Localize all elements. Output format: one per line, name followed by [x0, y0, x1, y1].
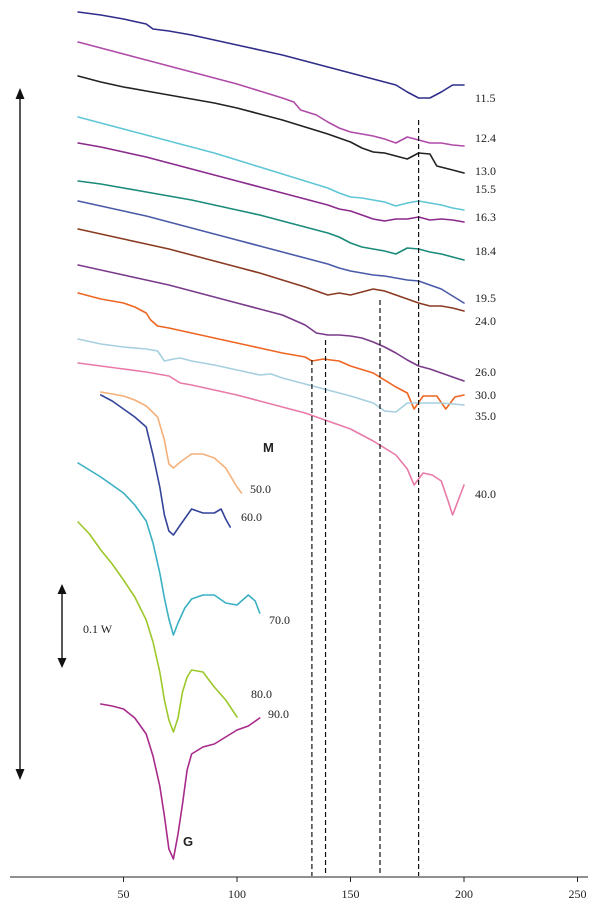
x-tick-label: 250 — [569, 887, 587, 901]
thermogram-traces — [77, 11, 465, 860]
region-label-m: M — [263, 440, 274, 455]
series-line-12.4 — [77, 41, 465, 147]
series-label-30.0: 30.0 — [475, 388, 496, 402]
series-label-50.0: 50.0 — [250, 482, 271, 496]
series-line-35.0 — [77, 338, 465, 413]
series-label-13.0: 13.0 — [475, 164, 496, 178]
x-tick-label: 100 — [228, 887, 246, 901]
series-line-40.0 — [77, 362, 465, 516]
series-label-70.0: 70.0 — [269, 613, 290, 627]
series-line-24.0 — [77, 228, 465, 312]
scale-bar-label: 0.1 W — [83, 622, 113, 636]
series-label-90.0: 90.0 — [268, 707, 289, 721]
series-line-50.0 — [100, 391, 243, 494]
series-line-70.0 — [77, 462, 261, 636]
series-label-12.4: 12.4 — [475, 131, 496, 145]
series-label-19.5: 19.5 — [475, 291, 496, 305]
series-label-60.0: 60.0 — [241, 510, 262, 524]
series-line-80.0 — [77, 521, 238, 733]
series-label-16.3: 16.3 — [475, 210, 496, 224]
vertical-span-arrow — [15, 88, 25, 780]
x-axis-ticks: 50 100 150 200 250 — [118, 877, 587, 901]
series-label-18.4: 18.4 — [475, 244, 496, 258]
x-tick-label: 200 — [455, 887, 473, 901]
series-line-30.0 — [77, 292, 465, 410]
series-line-16.3 — [77, 142, 465, 223]
series-label-11.5: 11.5 — [475, 91, 496, 105]
series-line-15.5 — [77, 116, 465, 211]
series-labels: 11.5 12.4 13.0 15.5 16.3 18.4 19.5 24.0 26.0 30.0… — [241, 91, 496, 721]
x-tick-label: 50 — [118, 887, 130, 901]
series-label-40.0: 40.0 — [475, 487, 496, 501]
series-label-26.0: 26.0 — [475, 365, 496, 379]
scale-bar: 0.1 W — [57, 584, 113, 668]
series-line-90.0 — [100, 703, 261, 860]
series-line-60.0 — [100, 394, 231, 536]
dashed-guides — [311, 120, 420, 876]
series-line-18.4 — [77, 180, 465, 261]
series-label-35.0: 35.0 — [475, 409, 496, 423]
series-label-24.0: 24.0 — [475, 314, 496, 328]
series-line-19.5 — [77, 200, 465, 304]
series-line-13.0 — [77, 75, 465, 174]
series-line-11.5 — [77, 11, 465, 99]
x-tick-label: 150 — [342, 887, 360, 901]
series-label-80.0: 80.0 — [251, 687, 272, 701]
series-line-26.0 — [77, 264, 465, 382]
series-label-15.5: 15.5 — [475, 182, 496, 196]
region-label-g: G — [183, 834, 193, 849]
